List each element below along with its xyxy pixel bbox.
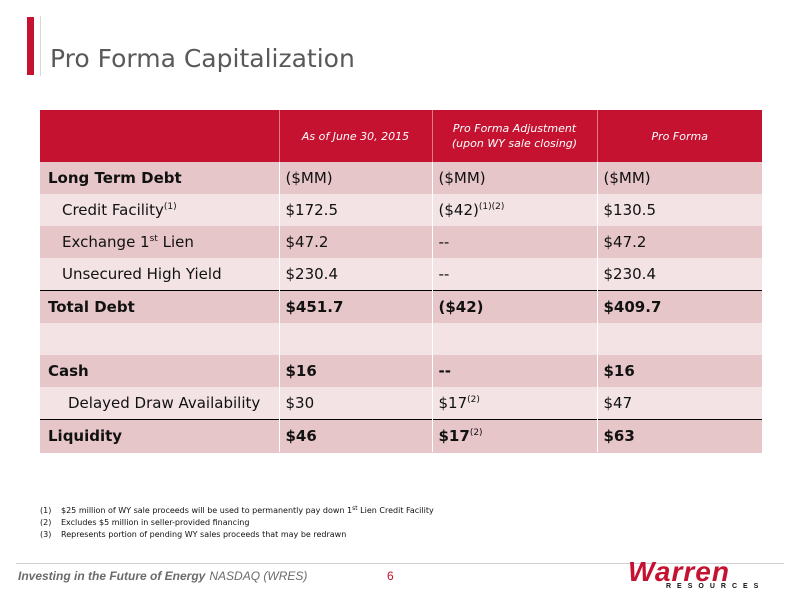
footnote-ref: (1) — [163, 202, 177, 212]
row-label-text: Credit Facility — [62, 201, 164, 219]
capitalization-table: As of June 30, 2015 Pro Forma Adjustment… — [40, 110, 762, 453]
cell-adjustment: -- — [432, 226, 598, 258]
footer-ticker: NASDAQ (WRES) — [209, 569, 308, 583]
cell-value: $17 — [438, 394, 468, 412]
cell-value: $17 — [438, 427, 470, 445]
footnote-item: (1) $25 million of WY sale proceeds will … — [40, 505, 434, 517]
table-row: Unsecured High Yield $230.4 -- $230.4 — [40, 258, 762, 291]
cell-as-of: $16 — [279, 355, 433, 387]
table-header-row: As of June 30, 2015 Pro Forma Adjustment… — [40, 110, 762, 162]
cell-as-of: $230.4 — [279, 258, 433, 291]
footnote-number: (3) — [40, 530, 52, 539]
cell-adjustment: $17(2) — [432, 419, 598, 453]
cell-value: ($42) — [438, 201, 479, 219]
page-title: Pro Forma Capitalization — [50, 44, 355, 73]
footnote-text: Represents portion of pending WY sales p… — [61, 530, 347, 539]
cell-adjustment: ($42)(1)(2) — [432, 194, 598, 226]
page-number: 6 — [387, 569, 394, 583]
footnotes: (1) $25 million of WY sale proceeds will … — [40, 505, 434, 541]
cell-pro-forma: $63 — [597, 419, 762, 453]
header-label-col — [40, 110, 280, 162]
cell-adjustment: $17(2) — [432, 387, 598, 420]
cell-pro-forma: $47.2 — [597, 226, 762, 258]
row-label: Total Debt — [40, 290, 280, 323]
cell-as-of: $47.2 — [279, 226, 433, 258]
title-divider — [40, 16, 41, 76]
cell-adjustment: -- — [432, 355, 598, 387]
cell-adjustment: -- — [432, 258, 598, 291]
cell-pro-forma: $16 — [597, 355, 762, 387]
cell-as-of: $30 — [279, 387, 433, 420]
table-row: Long Term Debt ($MM) ($MM) ($MM) — [40, 162, 762, 194]
table-row-spacer — [40, 323, 762, 355]
footnote-ref: (1)(2) — [478, 202, 505, 212]
footnote-ref: (2) — [469, 428, 483, 438]
row-label: Unsecured High Yield — [40, 258, 280, 291]
footnote-text-post: Lien Credit Facility — [357, 506, 434, 515]
header-as-of: As of June 30, 2015 — [279, 110, 433, 162]
row-label: Liquidity — [40, 419, 280, 453]
footnote-item: (2) Excludes $5 million in seller-provide… — [40, 517, 434, 529]
header-adjustment-line1: Pro Forma Adjustment — [452, 122, 577, 135]
row-label-text-post: Lien — [157, 233, 194, 251]
table-row: Credit Facility(1) $172.5 ($42)(1)(2) $1… — [40, 194, 762, 226]
table-row-total: Total Debt $451.7 ($42) $409.7 — [40, 290, 762, 323]
row-label: Credit Facility(1) — [40, 194, 280, 226]
row-label-text: Exchange 1 — [62, 233, 150, 251]
table-row: Delayed Draw Availability $30 $17(2) $47 — [40, 387, 762, 420]
footnote-text: $25 million of WY sale proceeds will be … — [61, 506, 353, 515]
footnote-number: (1) — [40, 506, 52, 515]
cell-as-of: ($MM) — [279, 162, 433, 194]
table-row-total: Liquidity $46 $17(2) $63 — [40, 419, 762, 453]
title-accent-bar — [27, 17, 34, 75]
cell-pro-forma: $130.5 — [597, 194, 762, 226]
spacer-cell — [597, 323, 762, 355]
company-logo: Warren RESOURCES — [628, 556, 784, 594]
spacer-cell — [279, 323, 433, 355]
logo-wordmark: Warren — [628, 556, 730, 587]
cell-adjustment: ($42) — [432, 290, 598, 323]
table-row: Exchange 1st Lien $47.2 -- $47.2 — [40, 226, 762, 258]
header-adjustment-line2: (upon WY sale closing) — [451, 137, 578, 150]
ordinal-suffix: st — [352, 505, 358, 512]
cell-as-of: $46 — [279, 419, 433, 453]
footnote-item: (3) Represents portion of pending WY sale… — [40, 529, 434, 541]
row-label: Cash — [40, 355, 280, 387]
footer-tagline-text: Investing in the Future of Energy — [18, 569, 206, 583]
cell-pro-forma: ($MM) — [597, 162, 762, 194]
spacer-cell — [432, 323, 598, 355]
logo-subtext: RESOURCES — [666, 583, 765, 590]
cell-as-of: $172.5 — [279, 194, 433, 226]
header-pro-forma: Pro Forma — [597, 110, 762, 162]
footer-divider — [16, 563, 784, 564]
cell-pro-forma: $47 — [597, 387, 762, 420]
footer-tagline: Investing in the Future of Energy NASDAQ … — [18, 569, 307, 583]
row-label: Exchange 1st Lien — [40, 226, 280, 258]
cell-pro-forma: $230.4 — [597, 258, 762, 291]
cell-as-of: $451.7 — [279, 290, 433, 323]
cell-adjustment: ($MM) — [432, 162, 598, 194]
header-adjustment: Pro Forma Adjustment (upon WY sale closi… — [432, 110, 598, 162]
table-row: Cash $16 -- $16 — [40, 355, 762, 387]
row-label: Long Term Debt — [40, 162, 280, 194]
footnote-ref: (2) — [467, 395, 480, 405]
ordinal-suffix: st — [149, 234, 158, 244]
footnote-number: (2) — [40, 518, 52, 527]
row-label: Delayed Draw Availability — [40, 387, 280, 420]
cell-pro-forma: $409.7 — [597, 290, 762, 323]
spacer-cell — [40, 323, 280, 355]
footnote-text: Excludes $5 million in seller-provided f… — [61, 518, 250, 527]
